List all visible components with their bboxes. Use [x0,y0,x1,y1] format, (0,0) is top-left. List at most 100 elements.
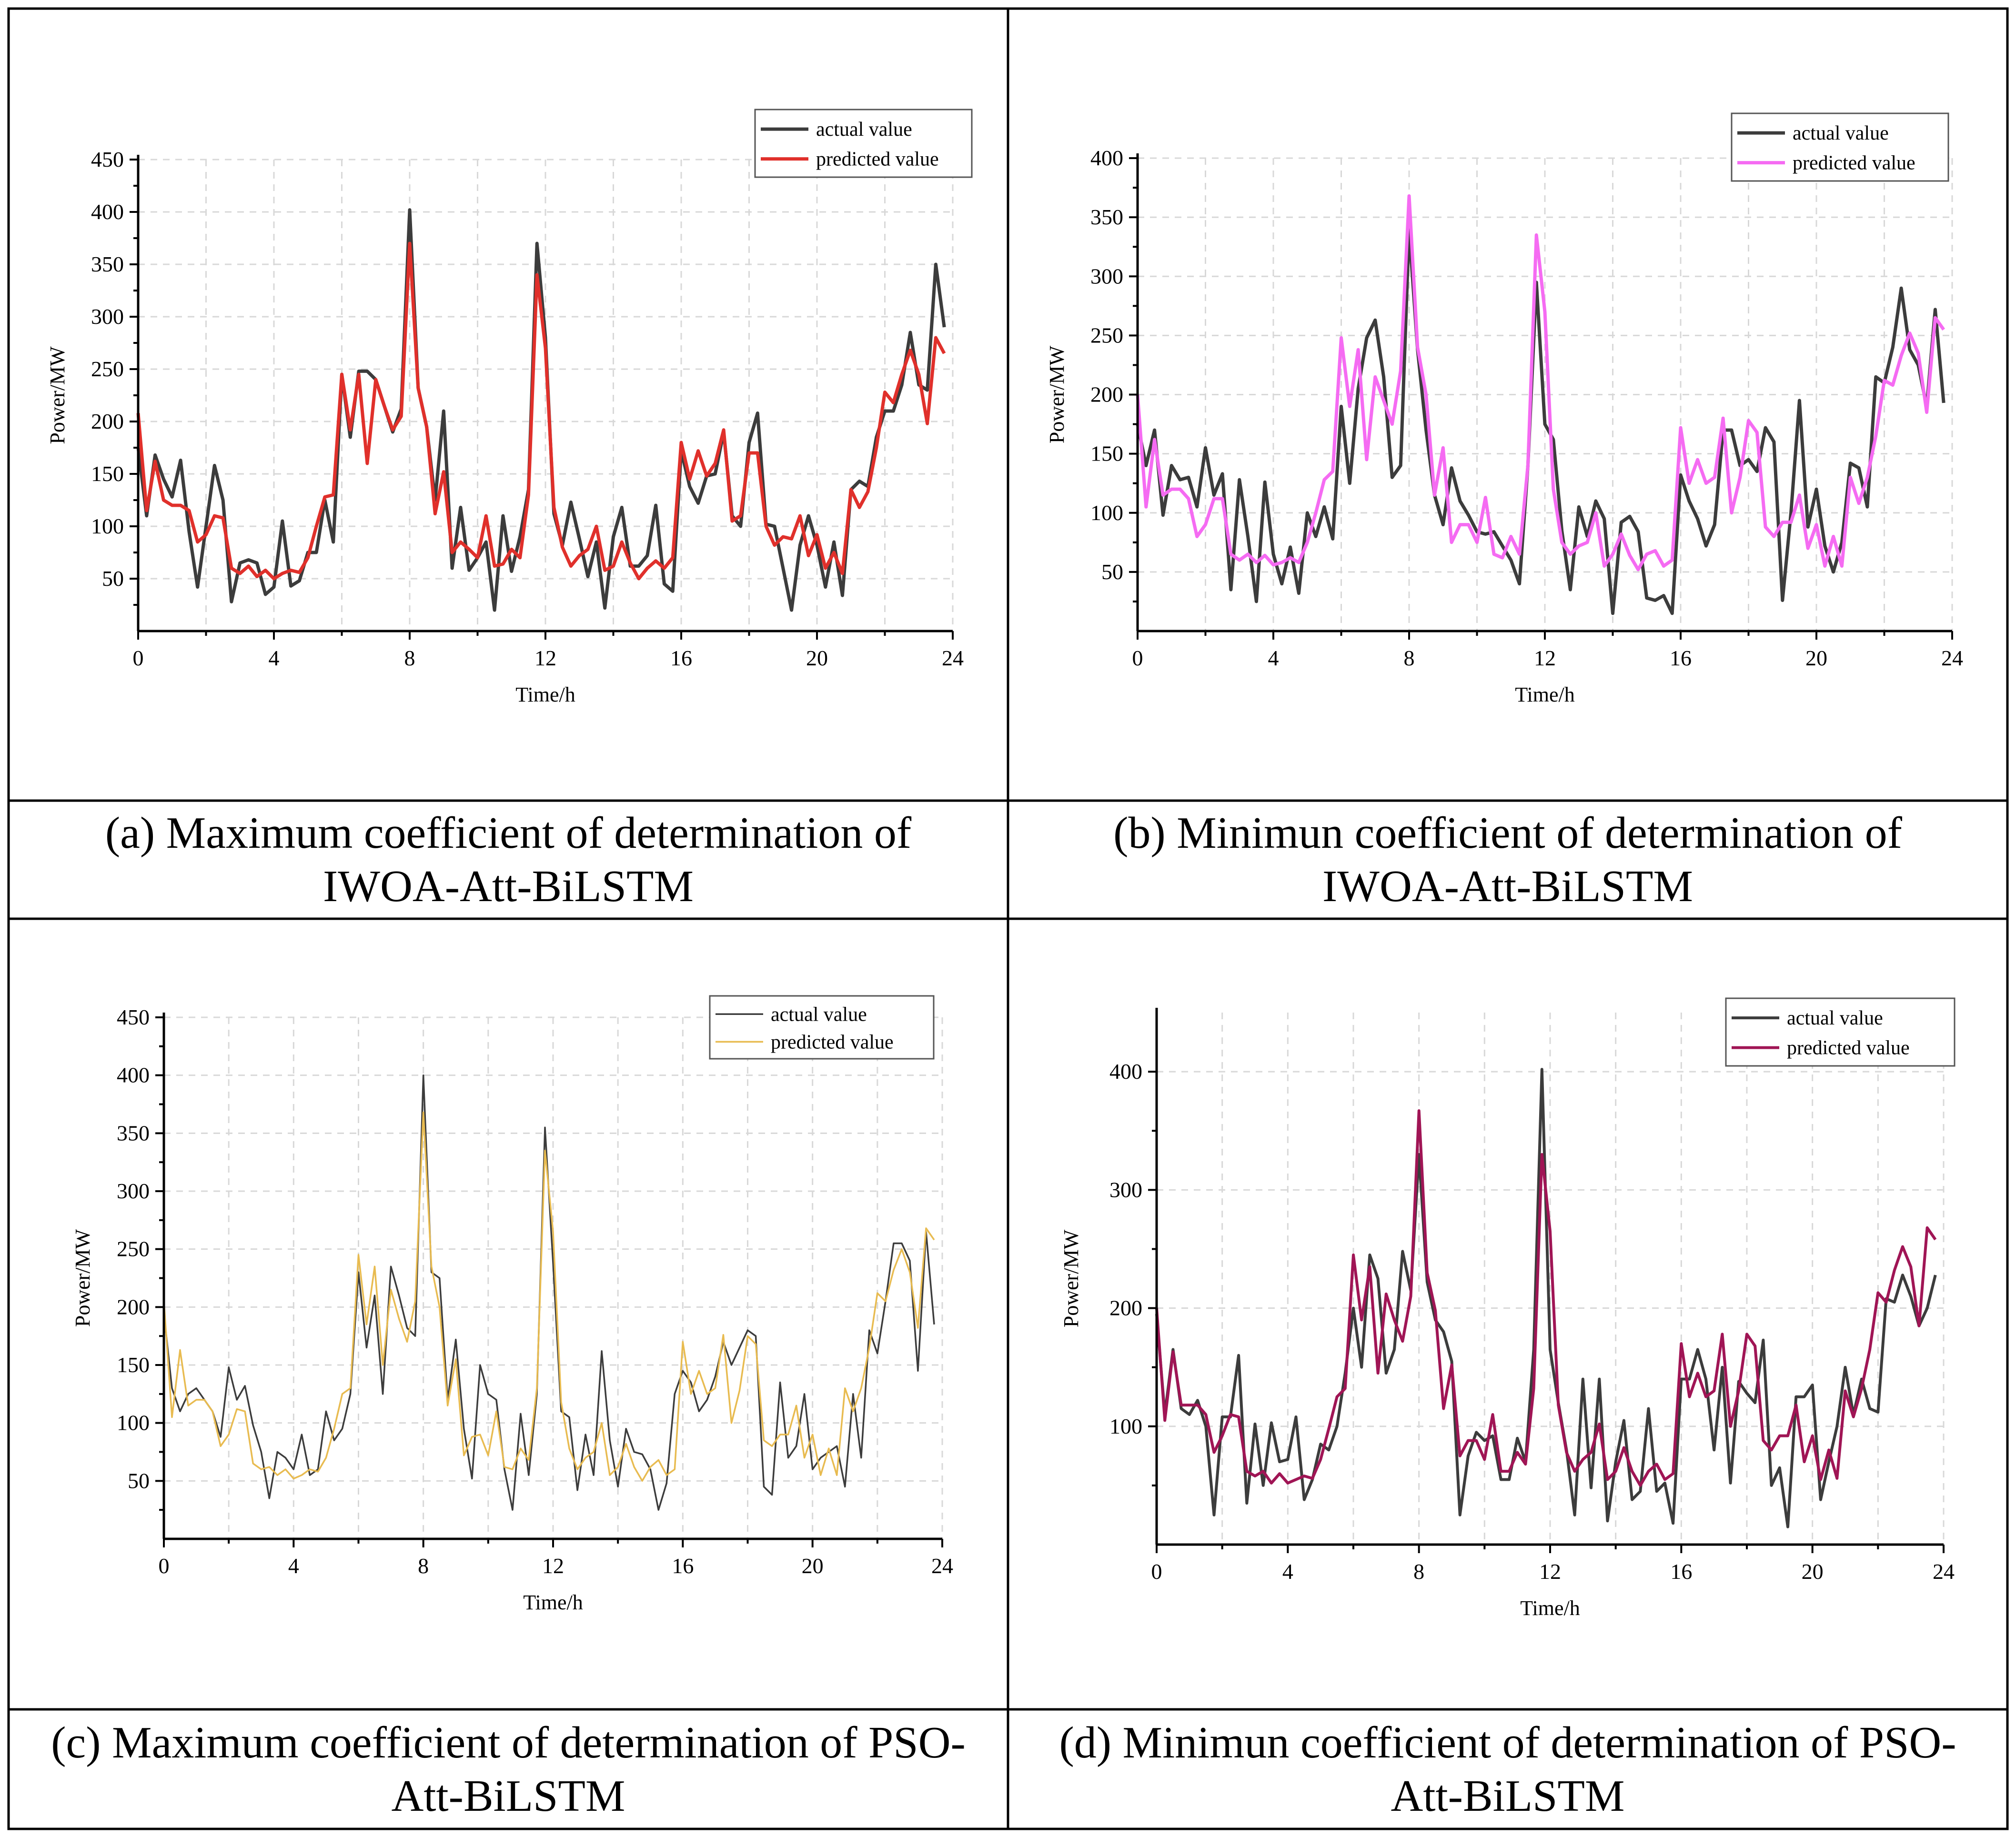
y-tick-label: 350 [1090,205,1123,229]
y-tick-label: 250 [117,1237,150,1261]
series-predicted-line [163,1111,935,1482]
legend: actual value predicted value [1725,997,1956,1067]
caption-b: (b) Minimun coefficient of determination… [1009,802,2006,918]
caption-a-line2: IWOA-Att-BiLSTM [323,862,694,911]
y-tick-label: 400 [117,1063,150,1087]
caption-c-line2: Att-BiLSTM [391,1771,625,1821]
x-tick-label: 8 [418,1554,429,1578]
y-tick-label: 300 [1109,1177,1142,1202]
y-tick-label: 200 [1090,382,1123,407]
x-tick-label: 16 [1670,1559,1692,1584]
x-tick-label: 24 [931,1554,953,1578]
chart-d: 100 200 300 400 0 4 8 12 16 20 24 Time/h Power/MW act… [1059,997,1956,1620]
y-tick-label: 100 [117,1411,150,1435]
caption-d: (d) Minimun coefficient of determination… [1009,1710,2006,1828]
x-tick-label: 20 [1805,646,1827,670]
y-tick-label: 100 [1090,501,1123,525]
x-tick-label: 12 [534,646,556,670]
legend-actual-label: actual value [771,1004,867,1025]
chart-c: 50 100 150 200 250 300 350 400 450 0 4 8 12 16 20 24 Tim… [71,995,953,1614]
y-tick-label: 200 [117,1295,150,1319]
series-predicted-line [1136,194,1945,572]
x-tick-label: 24 [1933,1559,1955,1584]
y-tick-label: 350 [91,252,124,276]
caption-c-line1: (c) Maximum coefficient of determination… [51,1717,966,1767]
y-tick-label: 100 [91,514,124,538]
x-tick-label: 20 [802,1554,824,1578]
x-tick-label: 0 [133,646,144,670]
legend-box [709,995,935,1060]
y-tick-label: 50 [102,566,124,591]
y-axis-label: Power/MW [46,346,69,444]
legend: actual value predicted value [709,995,935,1060]
x-tick-label: 16 [672,1554,694,1578]
y-tick-label: 150 [91,462,124,486]
caption-b-line2: IWOA-Att-BiLSTM [1322,862,1693,911]
caption-a-line1: (a) Maximum coefficient of determination… [105,808,912,858]
chart-b: 50 100 150 200 250 300 350 400 0 4 8 12 16 20 24 Time/h… [1045,112,1963,706]
x-tick-label: 20 [1802,1559,1824,1584]
panel-c: 50 100 150 200 250 300 350 400 450 0 4 8 12 16 20 24 Tim… [10,920,1007,1708]
x-tick-label: 4 [269,646,280,670]
caption-d-line1: (d) Minimun coefficient of determination… [1059,1717,1956,1767]
legend-actual-label: actual value [816,119,912,141]
panel-d: 100 200 300 400 0 4 8 12 16 20 24 Time/h Power/MW act… [1009,920,2006,1708]
legend-predicted-label: predicted value [771,1031,894,1053]
legend: actual value predicted value [754,109,973,178]
y-tick-label: 200 [91,409,124,433]
legend-predicted-label: predicted value [816,149,939,171]
y-tick-label: 150 [117,1353,150,1377]
x-tick-label: 0 [1151,1559,1162,1584]
x-tick-label: 0 [159,1554,170,1578]
caption-b-line1: (b) Minimun coefficient of determination… [1113,808,1902,858]
caption-d-line2: Att-BiLSTM [1391,1771,1625,1821]
y-axis-label: Power/MW [1045,345,1068,443]
y-tick-label: 300 [1090,264,1123,288]
y-axis-label: Power/MW [71,1229,94,1327]
series-actual-line [163,1074,935,1511]
y-tick-label: 150 [1090,442,1123,466]
series-actual-line [1136,227,1945,615]
series-predicted-line [1155,1109,1937,1487]
legend-actual-label: actual value [1787,1007,1883,1029]
series-actual-line [1155,1068,1937,1528]
x-tick-label: 24 [1941,646,1963,670]
x-tick-label: 0 [1132,646,1143,670]
series-actual-line [136,208,946,612]
legend-actual-label: actual value [1793,122,1889,144]
x-tick-label: 16 [670,646,692,670]
y-tick-label: 300 [117,1179,150,1203]
legend-box [1725,997,1956,1067]
x-tick-label: 8 [404,646,415,670]
x-tick-label: 24 [942,646,964,670]
x-tick-label: 12 [1539,1559,1561,1584]
x-tick-label: 12 [1534,646,1556,670]
x-axis-label: Time/h [1515,683,1575,706]
y-tick-label: 300 [91,304,124,329]
y-tick-label: 250 [1090,323,1123,347]
caption-c: (c) Maximum coefficient of determination… [10,1710,1007,1828]
legend-predicted-label: predicted value [1787,1037,1910,1059]
caption-a: (a) Maximum coefficient of determination… [10,802,1007,918]
x-axis-label: Time/h [523,1591,583,1614]
y-axis-label: Power/MW [1059,1229,1083,1327]
legend-box [754,109,973,178]
x-tick-label: 4 [288,1554,299,1578]
y-tick-label: 400 [1109,1059,1142,1084]
y-tick-label: 100 [1109,1414,1142,1438]
legend-box [1731,112,1949,182]
panel-a: 50 100 150 200 250 300 350 400 450 0 4 8 12 16 20 24 Tim… [10,10,1007,800]
x-tick-label: 4 [1282,1559,1293,1584]
x-axis-label: Time/h [1520,1596,1580,1620]
x-tick-label: 20 [806,646,828,670]
x-tick-label: 8 [1404,646,1415,670]
x-tick-label: 8 [1413,1559,1424,1584]
y-tick-label: 450 [91,147,124,171]
y-tick-label: 50 [1101,560,1123,584]
y-tick-label: 200 [1109,1296,1142,1320]
panel-b: 50 100 150 200 250 300 350 400 0 4 8 12 16 20 24 Time/h… [1009,10,2006,800]
y-tick-label: 50 [128,1468,150,1493]
y-tick-label: 450 [117,1005,150,1029]
